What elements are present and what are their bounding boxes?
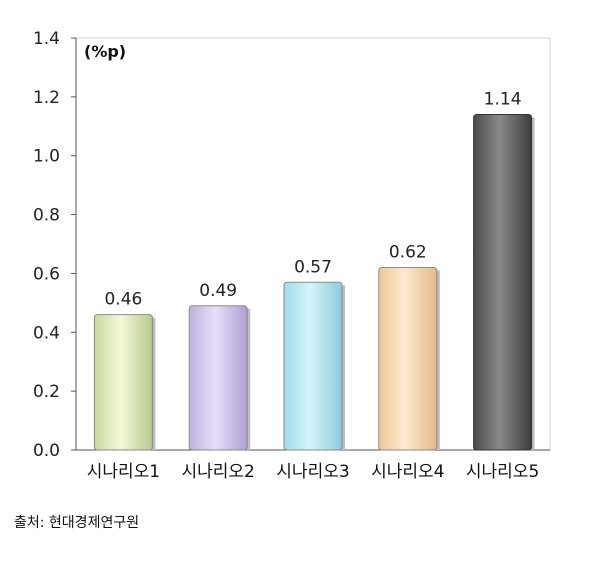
bar-4	[378, 267, 438, 451]
bar-value-label: 1.14	[484, 90, 522, 110]
x-category-label: 시나리오2	[182, 462, 255, 482]
bar-1	[93, 314, 153, 451]
bar-value-label: 0.57	[294, 257, 332, 277]
unit-label: (%p)	[84, 42, 126, 61]
bar-chart: (%p) 0.0 0.2 0.4 0.6 0.8 1.0 1.2 1.4 0.46 0.49 0.…	[33, 29, 551, 482]
y-tick-label: 0.4	[33, 323, 60, 343]
y-tick-label: 0.2	[33, 382, 60, 402]
y-tick-label: 0.6	[33, 264, 60, 284]
bar-value-label: 0.49	[199, 281, 237, 301]
x-category-label: 시나리오3	[276, 462, 349, 482]
bar-2	[188, 305, 248, 451]
bar-5	[473, 114, 533, 451]
y-tick-label: 0.8	[33, 206, 60, 226]
source-note: 출처: 현대경제연구원	[14, 515, 140, 531]
y-tick-label: 1.0	[33, 147, 60, 167]
x-category-label: 시나리오5	[466, 462, 539, 482]
y-tick-label: 0.0	[33, 441, 60, 461]
bar-3	[283, 281, 343, 451]
y-tick-label: 1.2	[33, 88, 60, 108]
bar-value-label: 0.62	[389, 243, 427, 263]
x-category-label: 시나리오1	[87, 462, 160, 482]
bar-value-label: 0.46	[104, 290, 142, 310]
x-category-label: 시나리오4	[371, 462, 444, 482]
y-tick-label: 1.4	[33, 29, 60, 49]
